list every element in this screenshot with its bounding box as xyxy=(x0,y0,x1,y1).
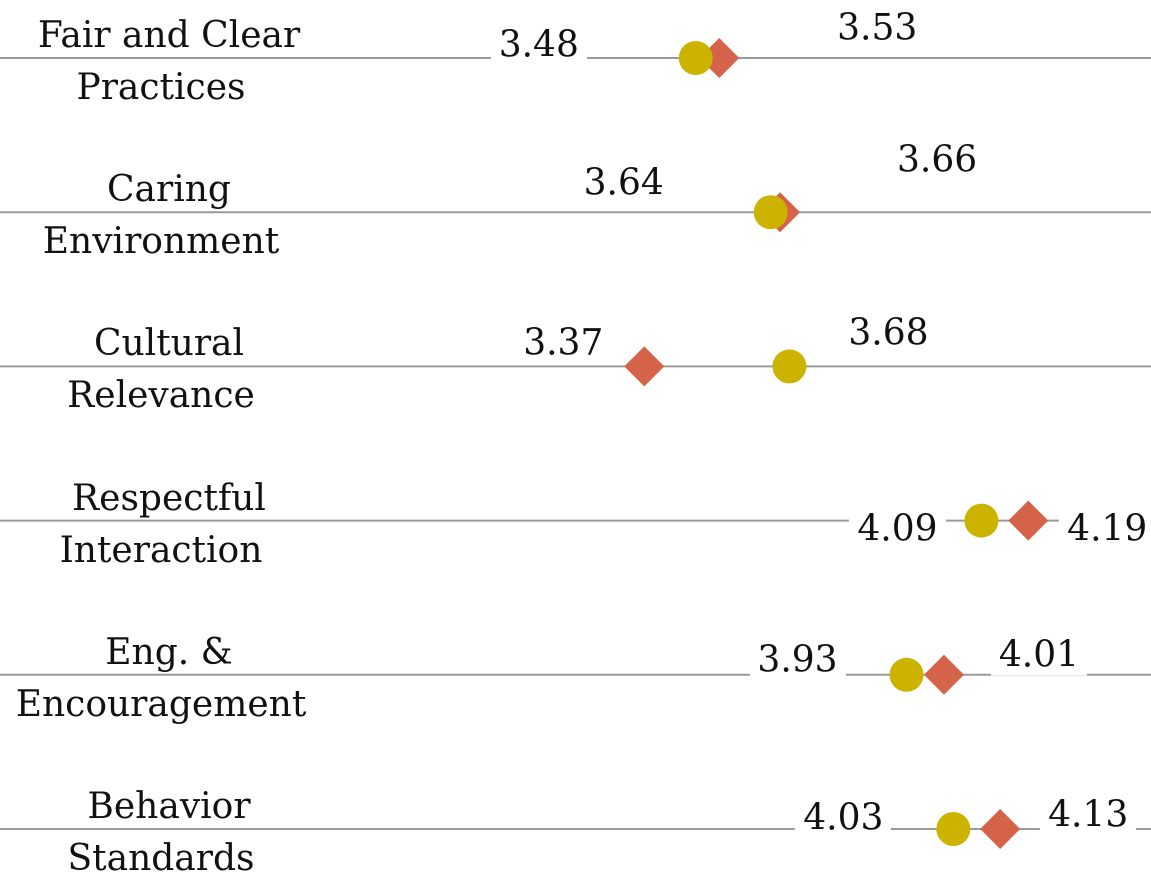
value-label: 3.64 xyxy=(575,162,672,204)
circle-marker xyxy=(889,657,924,692)
value-label: 4.01 xyxy=(990,634,1088,676)
category-text: Respectful Interaction xyxy=(59,477,271,571)
circle-marker xyxy=(753,195,788,230)
category-label: Respectful Interaction xyxy=(10,473,320,577)
category-label: Cultural Relevance xyxy=(10,318,320,422)
category-label: Eng. & Encouragement xyxy=(10,627,320,731)
circle-marker xyxy=(772,349,807,384)
value-label: 3.48 xyxy=(490,24,587,66)
diamond-marker xyxy=(1008,500,1049,541)
value-label: 4.19 xyxy=(1059,508,1151,550)
value-label: 4.13 xyxy=(1040,794,1137,836)
circle-marker xyxy=(678,41,713,75)
category-text: Caring Environment xyxy=(42,169,288,263)
value-label: 3.66 xyxy=(888,139,986,181)
value-label: 3.53 xyxy=(829,7,926,49)
circle-marker xyxy=(936,812,971,846)
value-label: 4.03 xyxy=(795,797,892,839)
value-label: 3.68 xyxy=(840,312,937,354)
category-text: Fair and Clear Practices xyxy=(29,15,301,108)
circle-marker xyxy=(964,503,999,538)
category-label: Fair and Clear Practices xyxy=(10,10,320,114)
value-label: 4.09 xyxy=(849,508,946,550)
diamond-marker xyxy=(923,654,964,695)
diamond-marker xyxy=(624,346,665,387)
value-label: 3.93 xyxy=(749,639,846,681)
category-text: Cultural Relevance xyxy=(67,323,263,417)
category-text: Eng. & Encouragement xyxy=(15,631,315,725)
category-label: Caring Environment xyxy=(10,164,320,268)
category-label: Behavior Standards xyxy=(10,781,320,879)
value-label: 3.37 xyxy=(515,322,612,364)
diamond-marker xyxy=(980,809,1021,849)
category-text: Behavior Standards xyxy=(67,786,263,879)
